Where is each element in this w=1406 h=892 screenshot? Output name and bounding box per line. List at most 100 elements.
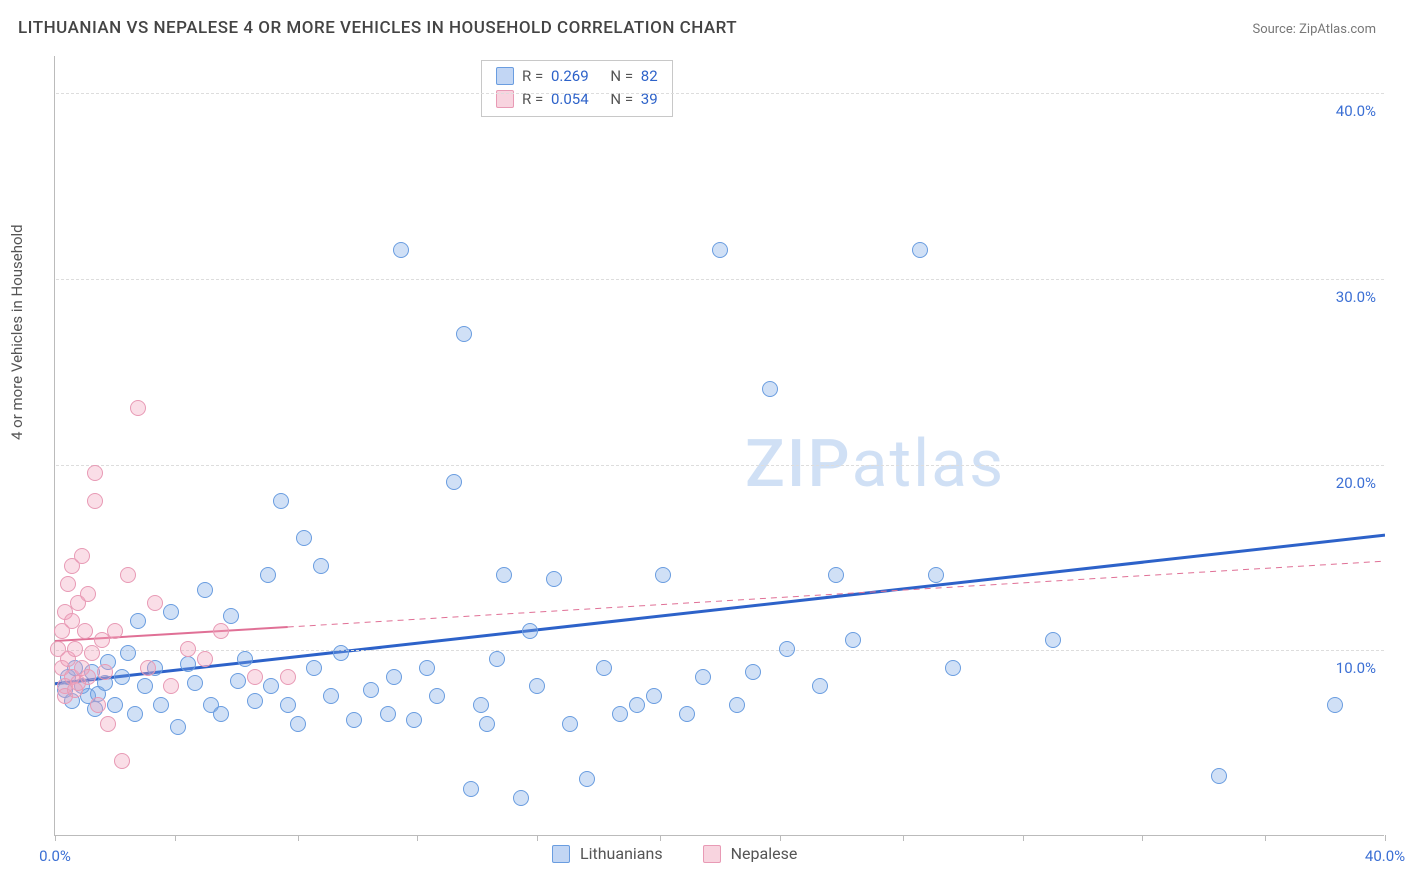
gridline-h: [56, 279, 1384, 280]
x-tick: [660, 835, 661, 841]
x-tick: [780, 835, 781, 841]
data-point: [153, 697, 169, 713]
data-point: [147, 595, 163, 611]
data-point: [100, 716, 116, 732]
data-point: [130, 613, 146, 629]
gridline-h: [56, 650, 1384, 651]
data-point: [779, 641, 795, 657]
data-point: [170, 719, 186, 735]
data-point: [97, 664, 113, 680]
x-tick: [175, 835, 176, 841]
data-point: [479, 716, 495, 732]
data-point: [120, 645, 136, 661]
data-point: [80, 669, 96, 685]
data-point: [333, 645, 349, 661]
data-point: [263, 678, 279, 694]
data-point: [496, 567, 512, 583]
data-point: [107, 697, 123, 713]
data-point: [213, 706, 229, 722]
x-tick: [298, 835, 299, 841]
x-tick: [55, 835, 56, 841]
stats-row-series2: R = 0.054 N = 39: [496, 88, 658, 111]
data-point: [163, 604, 179, 620]
source-attribution: Source: ZipAtlas.com: [1252, 22, 1376, 37]
stats-row-series1: R = 0.269 N = 82: [496, 65, 658, 88]
data-point: [247, 693, 263, 709]
x-tick: [417, 835, 418, 841]
data-point: [137, 678, 153, 694]
y-tick-label: 30.0%: [1336, 288, 1376, 306]
data-point: [579, 771, 595, 787]
data-point: [429, 688, 445, 704]
data-point: [130, 400, 146, 416]
data-point: [197, 582, 213, 598]
plot-area: ZIPatlas R = 0.269 N = 82 R =: [54, 56, 1384, 836]
data-point: [163, 678, 179, 694]
data-point: [1327, 697, 1343, 713]
data-point: [456, 326, 472, 342]
y-tick-label: 20.0%: [1336, 474, 1376, 492]
data-point: [406, 712, 422, 728]
data-point: [679, 706, 695, 722]
data-point: [114, 753, 130, 769]
data-point: [260, 567, 276, 583]
data-point: [380, 706, 396, 722]
swatch-pink-icon: [703, 845, 721, 863]
legend-item-1: Lithuanians: [552, 844, 663, 863]
swatch-blue-icon: [552, 845, 570, 863]
x-tick: [1142, 835, 1143, 841]
data-point: [197, 651, 213, 667]
y-axis-label: 4 or more Vehicles in Household: [8, 224, 26, 440]
data-point: [67, 641, 83, 657]
gridline-h: [56, 465, 1384, 466]
x-tick: [903, 835, 904, 841]
data-point: [562, 716, 578, 732]
legend-label-2: Nepalese: [731, 844, 798, 863]
data-point: [845, 632, 861, 648]
data-point: [237, 651, 253, 667]
data-point: [363, 682, 379, 698]
data-point: [87, 493, 103, 509]
data-point: [655, 567, 671, 583]
data-point: [280, 697, 296, 713]
data-point: [127, 706, 143, 722]
data-point: [463, 781, 479, 797]
x-tick: [1023, 835, 1024, 841]
data-point: [114, 669, 130, 685]
data-point: [213, 623, 229, 639]
data-point: [762, 381, 778, 397]
data-point: [247, 669, 263, 685]
data-point: [629, 697, 645, 713]
data-point: [280, 669, 296, 685]
x-tick-label: 40.0%: [1365, 847, 1405, 865]
gridline-h: [56, 93, 1384, 94]
data-point: [419, 660, 435, 676]
x-tick: [537, 835, 538, 841]
data-point: [60, 576, 76, 592]
data-point: [473, 697, 489, 713]
data-point: [945, 660, 961, 676]
data-point: [489, 651, 505, 667]
data-point: [612, 706, 628, 722]
data-point: [596, 660, 612, 676]
data-point: [80, 586, 96, 602]
data-point: [712, 242, 728, 258]
data-point: [187, 675, 203, 691]
data-point: [120, 567, 136, 583]
data-point: [729, 697, 745, 713]
data-point: [223, 608, 239, 624]
data-point: [695, 669, 711, 685]
data-point: [107, 623, 123, 639]
stats-text-2: R = 0.054 N = 39: [522, 88, 658, 111]
legend-label-1: Lithuanians: [580, 844, 663, 863]
data-point: [90, 697, 106, 713]
chart-title: LITHUANIAN VS NEPALESE 4 OR MORE VEHICLE…: [18, 18, 737, 38]
data-point: [273, 493, 289, 509]
data-point: [928, 567, 944, 583]
data-point: [513, 790, 529, 806]
data-point: [290, 716, 306, 732]
data-point: [306, 660, 322, 676]
data-point: [393, 242, 409, 258]
y-tick-label: 10.0%: [1336, 659, 1376, 677]
legend-item-2: Nepalese: [703, 844, 798, 863]
